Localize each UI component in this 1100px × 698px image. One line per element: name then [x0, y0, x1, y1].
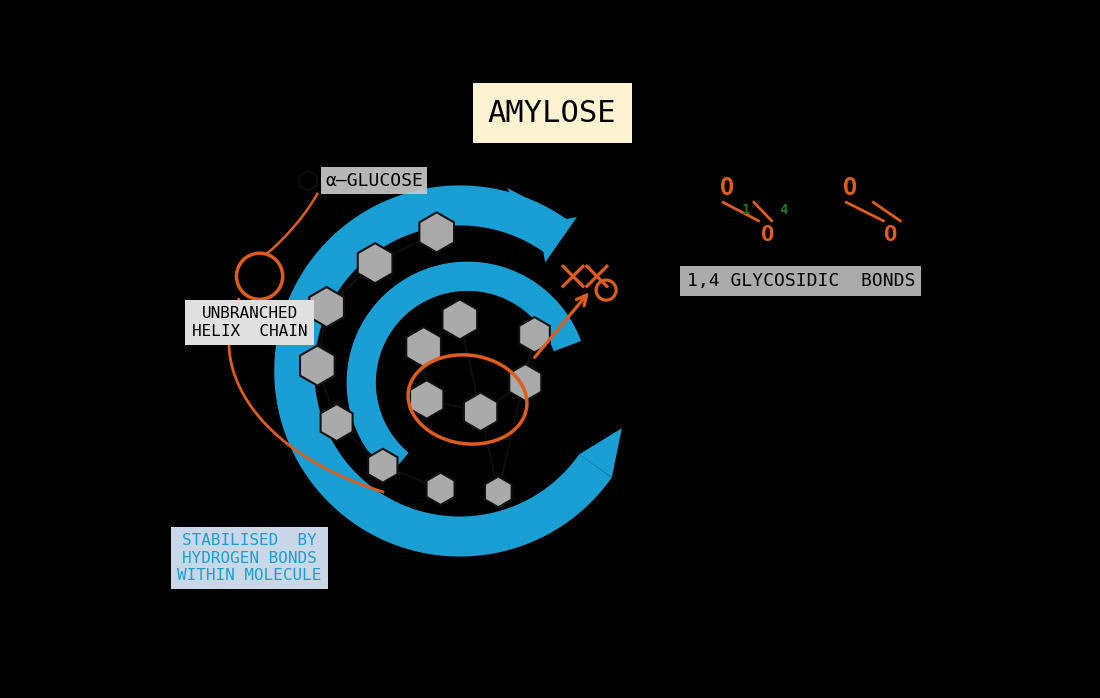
Polygon shape: [358, 243, 393, 283]
Text: 4: 4: [779, 203, 788, 217]
Text: α–GLUCOSE: α–GLUCOSE: [326, 172, 422, 190]
Polygon shape: [419, 212, 454, 253]
Polygon shape: [274, 186, 612, 556]
Polygon shape: [509, 364, 541, 401]
Text: O: O: [843, 177, 857, 200]
Polygon shape: [320, 404, 353, 441]
Polygon shape: [410, 380, 443, 419]
Text: O: O: [884, 225, 898, 245]
Polygon shape: [427, 473, 454, 505]
Polygon shape: [442, 299, 477, 339]
Polygon shape: [519, 317, 550, 352]
Text: AMYLOSE: AMYLOSE: [488, 98, 616, 128]
Text: 1: 1: [742, 203, 750, 217]
Text: STABILISED  BY
HYDROGEN BONDS
WITHIN MOLECULE: STABILISED BY HYDROGEN BONDS WITHIN MOLE…: [177, 533, 322, 583]
Polygon shape: [406, 327, 441, 367]
Polygon shape: [346, 262, 581, 475]
Polygon shape: [300, 346, 334, 385]
Text: O: O: [761, 225, 774, 245]
Text: UNBRANCHED
HELIX  CHAIN: UNBRANCHED HELIX CHAIN: [191, 306, 307, 339]
Polygon shape: [507, 188, 578, 262]
Polygon shape: [579, 428, 621, 477]
Text: O: O: [719, 177, 734, 200]
Polygon shape: [368, 449, 397, 482]
Text: 1,4 GLYCOSIDIC  BONDS: 1,4 GLYCOSIDIC BONDS: [686, 272, 915, 290]
Polygon shape: [464, 392, 497, 431]
Polygon shape: [485, 477, 512, 507]
Polygon shape: [309, 287, 344, 327]
